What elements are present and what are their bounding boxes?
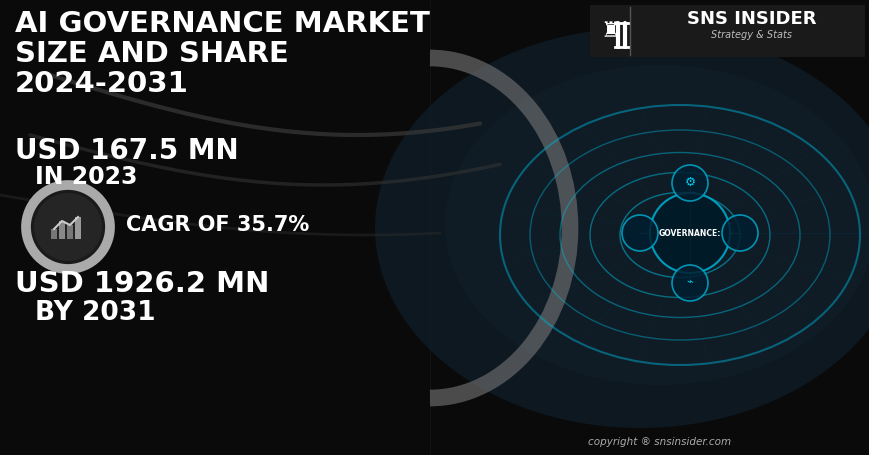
Text: SIZE AND SHARE: SIZE AND SHARE <box>15 40 289 68</box>
Text: USD 1926.2 MN: USD 1926.2 MN <box>15 270 269 298</box>
Text: copyright ® snsinsider.com: copyright ® snsinsider.com <box>587 437 731 447</box>
Bar <box>67 225 73 239</box>
Text: 2024-2031: 2024-2031 <box>15 70 189 98</box>
Text: IN 2023: IN 2023 <box>35 165 137 189</box>
Circle shape <box>671 265 707 301</box>
Circle shape <box>26 185 109 269</box>
Text: BY 2031: BY 2031 <box>35 300 156 326</box>
Circle shape <box>34 193 102 261</box>
Text: ♜: ♜ <box>600 21 620 41</box>
Bar <box>75 217 81 239</box>
Text: ⚙: ⚙ <box>684 176 695 188</box>
Circle shape <box>721 215 757 251</box>
Circle shape <box>621 215 657 251</box>
Text: Strategy & Stats: Strategy & Stats <box>711 30 792 40</box>
Circle shape <box>649 193 729 273</box>
Text: SNS INSIDER: SNS INSIDER <box>687 10 816 28</box>
Text: AI GOVERNANCE MARKET: AI GOVERNANCE MARKET <box>15 10 429 38</box>
Ellipse shape <box>444 65 869 385</box>
Text: ⌁: ⌁ <box>686 278 693 288</box>
FancyBboxPatch shape <box>589 5 864 57</box>
Ellipse shape <box>375 28 869 428</box>
Circle shape <box>671 165 707 201</box>
Bar <box>59 221 65 239</box>
Text: CAGR OF 35.7%: CAGR OF 35.7% <box>126 215 308 235</box>
Bar <box>51 229 57 239</box>
Text: USD 167.5 MN: USD 167.5 MN <box>15 137 238 165</box>
Text: GOVERNANCE:: GOVERNANCE: <box>658 228 720 238</box>
